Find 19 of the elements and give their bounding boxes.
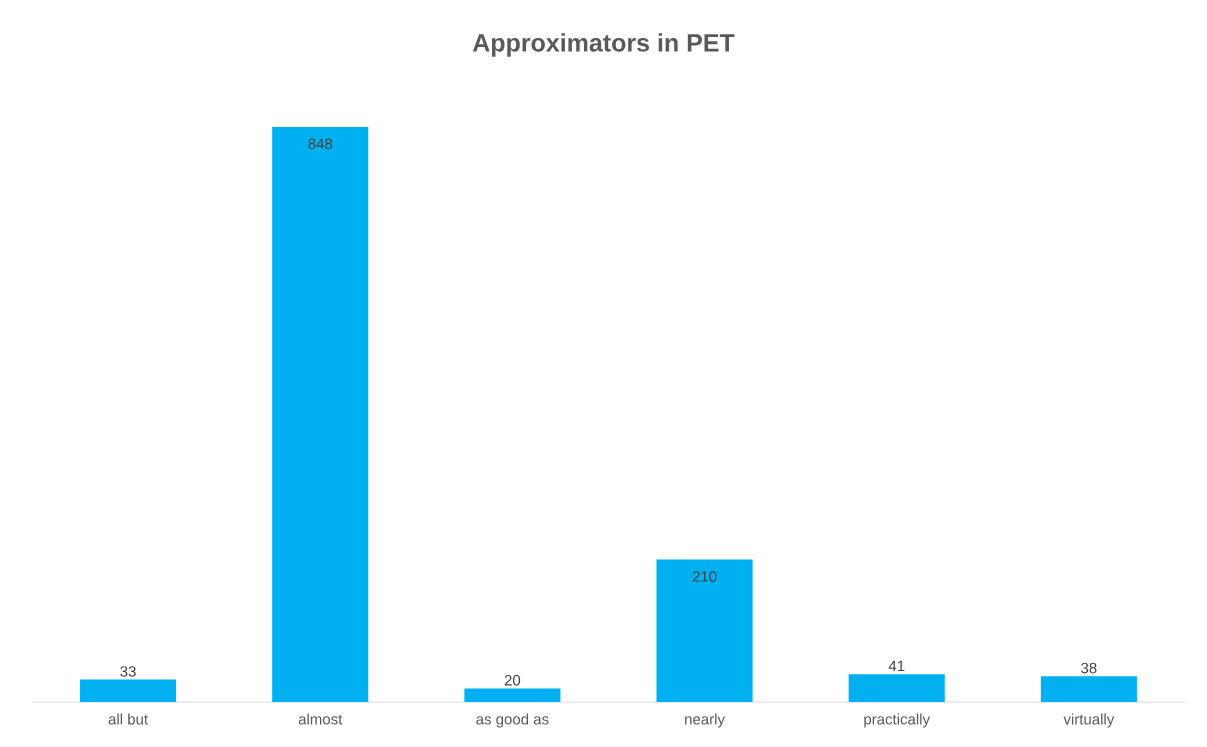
chart-title: Approximators in PET xyxy=(472,33,735,57)
data-label: 38 xyxy=(1081,662,1097,674)
bar xyxy=(848,674,945,702)
x-tick-label: as good as xyxy=(476,713,549,728)
data-label: 41 xyxy=(888,660,905,672)
data-label: 848 xyxy=(308,138,333,150)
bar xyxy=(464,688,561,702)
x-tick-label: almost xyxy=(298,713,343,725)
bar xyxy=(80,679,177,702)
data-label: 33 xyxy=(120,666,136,677)
x-tick-label: nearly xyxy=(685,713,725,728)
data-label: 210 xyxy=(692,571,717,582)
bar xyxy=(656,559,753,702)
bar xyxy=(1040,676,1137,702)
data-label: 20 xyxy=(504,674,521,686)
x-tick-label: practically xyxy=(864,713,930,728)
x-tick-label: all but xyxy=(108,713,148,725)
x-tick-label: virtually xyxy=(1063,713,1115,728)
bar xyxy=(272,126,369,702)
